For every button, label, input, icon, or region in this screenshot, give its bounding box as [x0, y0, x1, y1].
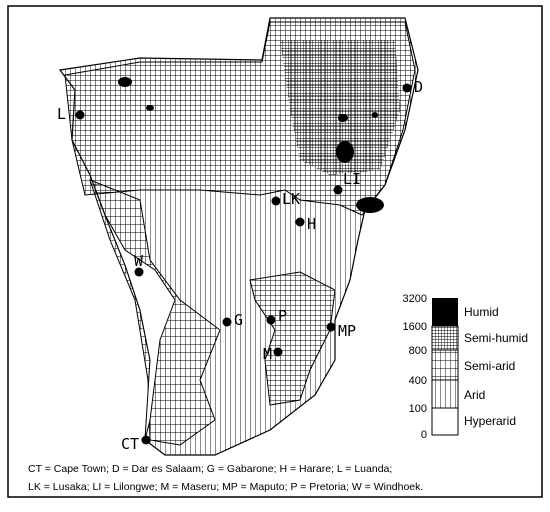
city-label: W — [134, 252, 144, 270]
city-dot — [222, 317, 232, 327]
city-dot — [134, 267, 144, 277]
city-label: D — [414, 78, 423, 96]
city-label: P — [278, 307, 287, 325]
legend-class: Semi-humid — [464, 331, 528, 345]
city-dot — [273, 347, 283, 357]
legend-semi-arid — [431, 349, 459, 381]
legend-class: Hyperarid — [464, 414, 516, 428]
city-dot — [326, 322, 336, 332]
legend-arid — [431, 379, 459, 409]
legend-hyperarid — [431, 407, 459, 436]
city-dot — [295, 217, 305, 227]
legend-threshold: 1600 — [403, 321, 427, 333]
city-label: L — [57, 105, 66, 123]
semi-humid-east — [280, 40, 400, 175]
city-dot — [266, 315, 276, 325]
city-dot — [75, 110, 85, 120]
legend-threshold: 0 — [421, 429, 427, 441]
legend-threshold: 400 — [409, 375, 427, 387]
legend-threshold: 100 — [409, 403, 427, 415]
city-label: H — [307, 215, 316, 233]
legend-class: Arid — [464, 388, 485, 402]
city-label: MP — [338, 322, 356, 340]
city-dot — [271, 196, 281, 206]
hyperarid-zone — [104, 214, 176, 441]
city-dot — [402, 83, 412, 93]
humid-patches — [118, 77, 384, 213]
city-dot — [141, 435, 151, 445]
city-label: CT — [121, 435, 139, 453]
legend-threshold: 800 — [409, 345, 427, 357]
legend-semi-humid — [431, 325, 459, 351]
city-label: LI — [343, 170, 361, 188]
city-label: LK — [282, 190, 300, 208]
legend-threshold: 3200 — [403, 293, 427, 305]
city-label: M — [263, 345, 272, 363]
legend-humid — [432, 298, 458, 326]
city-dot — [333, 185, 343, 195]
caption-line: LK = Lusaka; LI = Lilongwe; M = Maseru; … — [28, 481, 423, 493]
city-label: G — [234, 311, 243, 329]
legend-class: Semi-arid — [464, 359, 515, 373]
legend: 3200 1600 800 400 100 0 Humid Semi-humid Semi-ar… — [403, 293, 529, 441]
legend-class: Humid — [464, 305, 499, 319]
caption-line: CT = Cape Town; D = Dar es Salaam; G = G… — [28, 463, 392, 475]
